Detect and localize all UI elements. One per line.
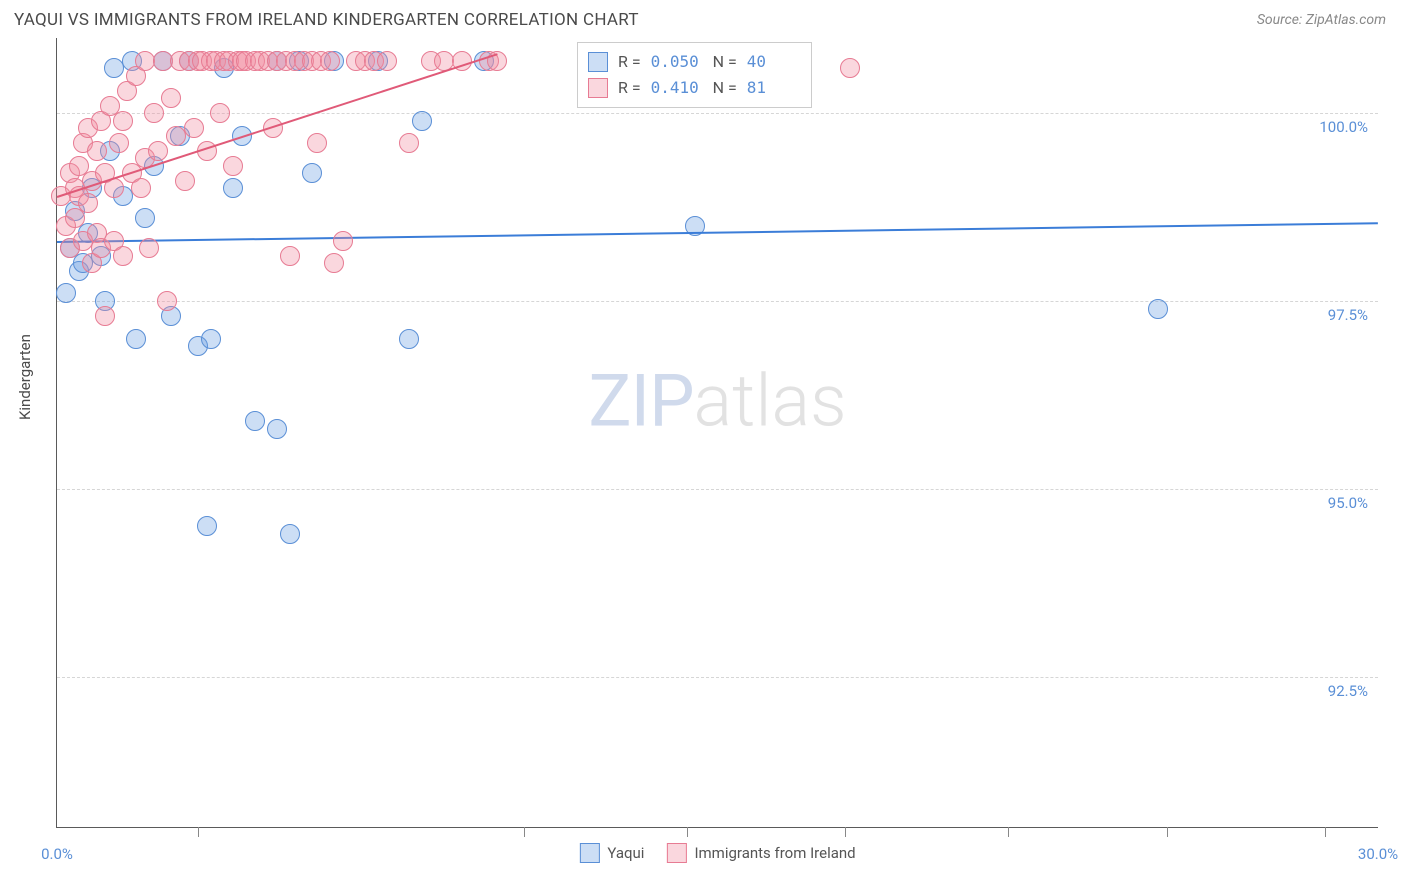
data-point (184, 118, 204, 138)
legend-item-yaqui: Yaqui (579, 843, 644, 863)
legend-r-label: R = (618, 75, 641, 101)
ytick-label: 92.5% (1328, 682, 1368, 700)
gridline-h (57, 301, 1378, 302)
data-point (157, 291, 177, 311)
data-point (280, 246, 300, 266)
data-point (1148, 299, 1168, 319)
data-point (267, 419, 287, 439)
data-point (148, 141, 168, 161)
legend-n-label: N = (713, 49, 737, 75)
data-point (113, 246, 133, 266)
data-point (324, 253, 344, 273)
xtick (1325, 827, 1326, 837)
data-point (87, 141, 107, 161)
xtick (1008, 827, 1009, 837)
data-point (109, 133, 129, 153)
xtick (524, 827, 525, 837)
data-point (280, 524, 300, 544)
data-point (56, 283, 76, 303)
legend-row-yaqui: R = 0.050 N = 40 (588, 49, 799, 75)
data-point (131, 178, 151, 198)
data-point (223, 178, 243, 198)
legend-swatch-yaqui (588, 52, 608, 72)
data-point (333, 231, 353, 251)
data-point (144, 103, 164, 123)
legend-label: Yaqui (607, 844, 644, 862)
watermark: ZIPatlas (588, 358, 846, 443)
legend-row-ireland: R = 0.410 N = 81 (588, 75, 799, 101)
data-point (245, 411, 265, 431)
legend-r-label: R = (618, 49, 641, 75)
ytick-label: 95.0% (1328, 494, 1368, 512)
data-point (201, 329, 221, 349)
series-legend: Yaqui Immigrants from Ireland (579, 843, 855, 863)
gridline-h (57, 113, 1378, 114)
data-point (135, 208, 155, 228)
xtick-label: 30.0% (1358, 845, 1398, 863)
data-point (412, 111, 432, 131)
gridline-h (57, 677, 1378, 678)
data-point (175, 171, 195, 191)
data-point (307, 133, 327, 153)
watermark-zip: ZIP (588, 358, 693, 443)
data-point (113, 111, 133, 131)
chart-header: YAQUI VS IMMIGRANTS FROM IRELAND KINDERG… (0, 0, 1406, 36)
trend-line (57, 222, 1378, 243)
y-axis-label: Kindergarten (16, 334, 34, 420)
xtick (687, 827, 688, 837)
data-point (161, 88, 181, 108)
legend-n-value: 40 (747, 49, 799, 75)
data-point (126, 329, 146, 349)
ytick-label: 100.0% (1319, 118, 1368, 136)
xtick (845, 827, 846, 837)
correlation-legend: R = 0.050 N = 40 R = 0.410 N = 81 (577, 42, 812, 108)
data-point (210, 103, 230, 123)
scatter-plot-area: ZIPatlas R = 0.050 N = 40 R = 0.410 N = … (56, 38, 1378, 828)
legend-r-value: 0.050 (651, 49, 703, 75)
chart-title: YAQUI VS IMMIGRANTS FROM IRELAND KINDERG… (14, 10, 639, 30)
legend-n-label: N = (713, 75, 737, 101)
legend-swatch-ireland (666, 843, 686, 863)
data-point (399, 133, 419, 153)
data-point (78, 193, 98, 213)
data-point (95, 306, 115, 326)
data-point (840, 58, 860, 78)
chart-source: Source: ZipAtlas.com (1257, 12, 1386, 28)
data-point (320, 51, 340, 71)
legend-swatch-yaqui (579, 843, 599, 863)
ytick-label: 97.5% (1328, 306, 1368, 324)
data-point (223, 156, 243, 176)
legend-r-value: 0.410 (651, 75, 703, 101)
data-point (139, 238, 159, 258)
legend-label: Immigrants from Ireland (694, 844, 855, 862)
data-point (302, 163, 322, 183)
xtick (198, 827, 199, 837)
data-point (377, 51, 397, 71)
watermark-atlas: atlas (694, 358, 847, 443)
xtick (1167, 827, 1168, 837)
data-point (399, 329, 419, 349)
xtick-label: 0.0% (41, 845, 73, 863)
legend-item-ireland: Immigrants from Ireland (666, 843, 855, 863)
legend-swatch-ireland (588, 78, 608, 98)
legend-n-value: 81 (747, 75, 799, 101)
gridline-h (57, 489, 1378, 490)
data-point (197, 516, 217, 536)
